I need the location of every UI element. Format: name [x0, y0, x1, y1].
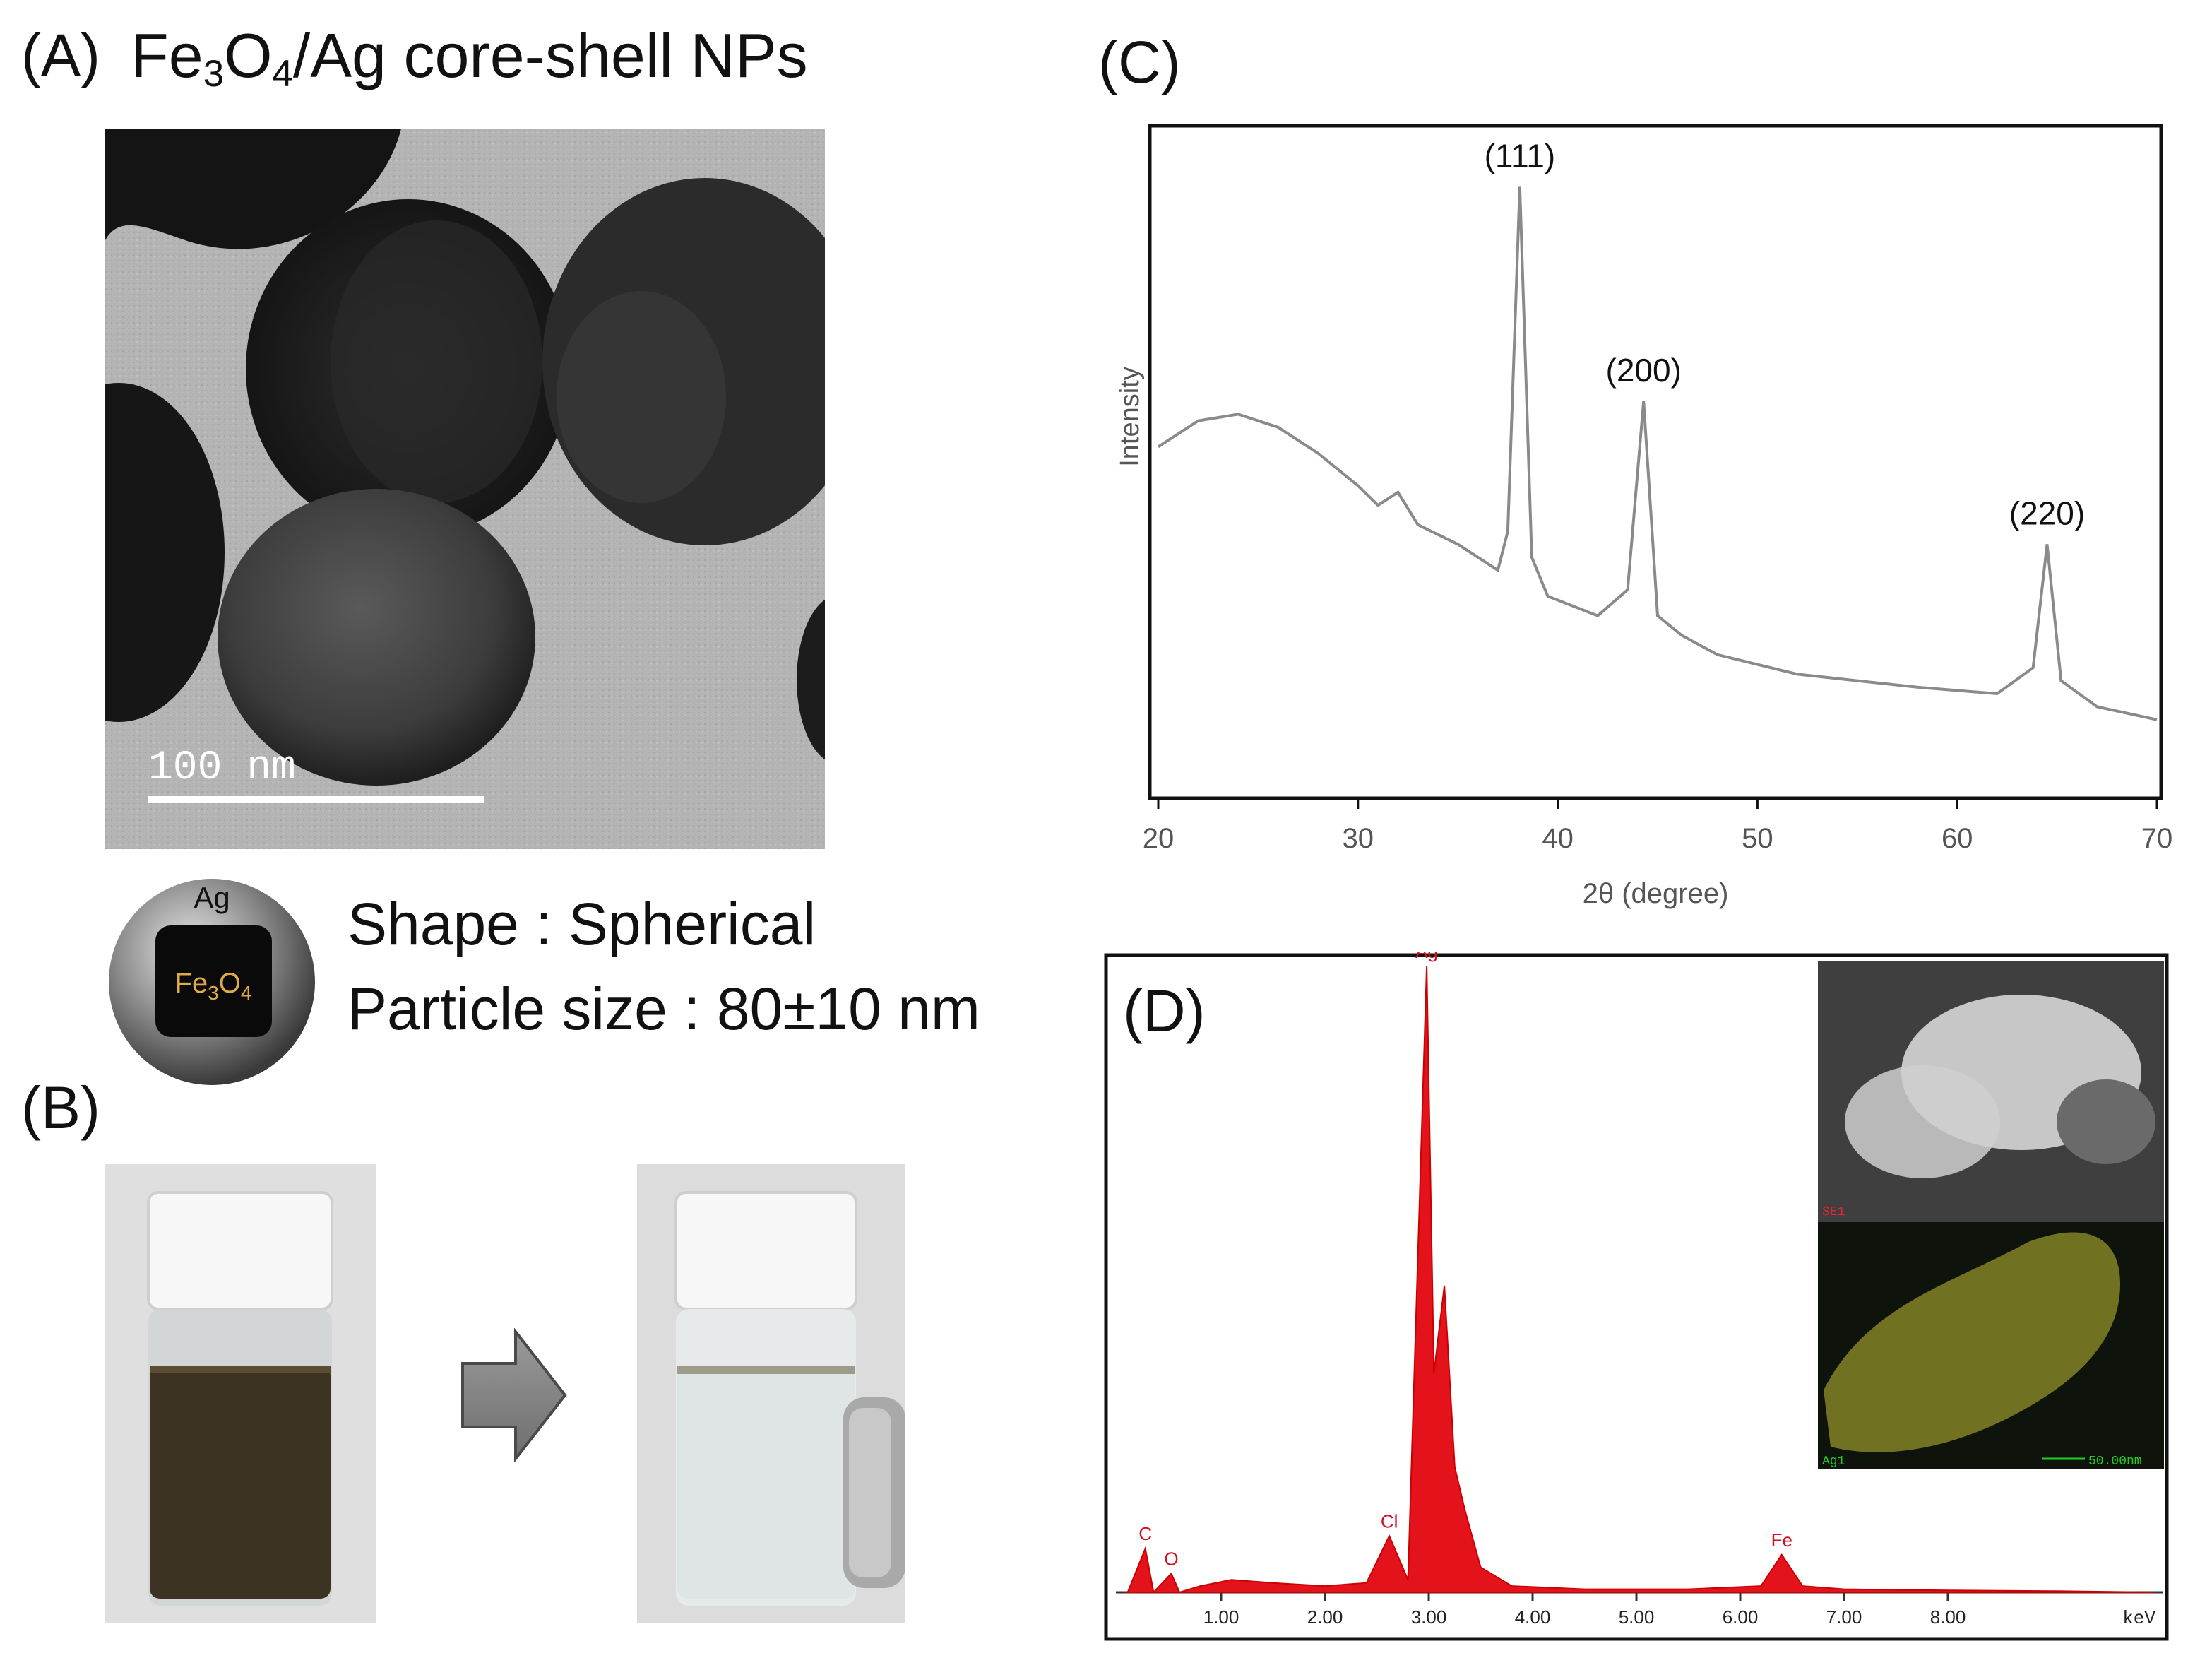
tem-image: 100 nm [105, 129, 825, 849]
size-text: Particle size : 80±10 nm [347, 976, 980, 1042]
panel-b-label: (B) [21, 1074, 100, 1141]
shape-text: Shape : Spherical [347, 891, 816, 957]
eds-x-tick-label: 6.00 [1723, 1606, 1759, 1628]
title-rest: /Ag core-shell NPs [292, 20, 808, 90]
title-sub-4: 4 [272, 53, 293, 95]
eds-spectrum [1126, 966, 2156, 1594]
map-label: Ag1 [1822, 1455, 1845, 1469]
map-scale-label: 50.00nm [2088, 1455, 2142, 1469]
xrd-x-tick-label: 40 [1542, 823, 1574, 854]
eds-peak-label: Cl [1381, 1510, 1398, 1532]
title-sub-3: 3 [203, 53, 225, 95]
tem-particle [797, 599, 825, 760]
core-shell-schematic: Ag Fe3O4 [109, 879, 315, 1085]
sem-label: SE1 [1822, 1205, 1845, 1219]
panel-a-title: Fe3O4/Ag core-shell NPs [131, 20, 808, 95]
tem-particle [105, 383, 225, 722]
xrd-chart: 20 30 40 50 60 70 (111) (200) (220) 2θ (degree)… [1115, 124, 2173, 909]
dark-suspension [150, 1366, 331, 1599]
vial-cap [147, 1191, 333, 1310]
eds-x-tick-label: 3.00 [1411, 1606, 1447, 1628]
eds-peak-label: Ag [1415, 952, 1438, 962]
eds-peak-label: Fe [1771, 1529, 1792, 1551]
title-fe: Fe [131, 20, 203, 90]
eds-x-tick-label: 4.00 [1515, 1606, 1551, 1628]
eds-x-tick-label: 7.00 [1826, 1606, 1862, 1628]
panel-a-label: (A) [21, 22, 100, 88]
core-label: Fe3O4 [175, 968, 252, 1004]
vial-photo-before [105, 1164, 376, 1623]
eds-x-tick-label: 1.00 [1203, 1606, 1239, 1628]
xrd-x-tick-label: 30 [1343, 823, 1374, 854]
xrd-peak-annotation: (220) [2009, 495, 2085, 531]
eds-chart: 1.00 2.00 3.00 4.00 5.00 6.00 7.00 8.00 CO Cl Ag F… [1104, 952, 2169, 1641]
eds-peak-label: C [1138, 1523, 1152, 1544]
panel-d-label: (D) [1123, 978, 1206, 1044]
xrd-plot-frame [1148, 124, 2163, 800]
xrd-x-tick-label: 70 [2141, 823, 2173, 854]
xrd-x-tick-label: 50 [1742, 823, 1773, 854]
scale-bar-label: 100 nm [148, 745, 296, 791]
arrow-icon [461, 1328, 567, 1462]
tem-dark-corner [105, 129, 401, 249]
eds-inset: SE1 Ag1 50.00nm [1818, 961, 2164, 1469]
xrd-x-tick-label: 60 [1942, 823, 1973, 854]
scale-bar [148, 796, 484, 803]
eds-x-tick-label: 8.00 [1930, 1606, 1966, 1628]
eds-peak-label: O [1164, 1548, 1178, 1569]
eds-kev-label: keV [2122, 1608, 2155, 1629]
title-o: O [224, 20, 273, 90]
vial-cap [674, 1191, 857, 1310]
panel-c-label: (C) [1098, 29, 1181, 95]
xrd-peak-annotation: (111) [1485, 137, 1556, 174]
vial-photo-after [637, 1164, 905, 1623]
xrd-y-axis-label: Intensity [1115, 367, 1145, 467]
tem-particle [218, 489, 535, 786]
eds-x-tick-label: 2.00 [1307, 1606, 1343, 1628]
xrd-pattern-line [1157, 186, 2158, 721]
shell-label: Ag [194, 881, 230, 914]
eds-x-tick-label: 5.00 [1619, 1606, 1655, 1628]
xrd-peak-annotation: (200) [1606, 352, 1682, 389]
xrd-x-tick-label: 20 [1143, 823, 1175, 854]
xrd-x-axis-label: 2θ (degree) [1583, 878, 1729, 909]
fe3o4-core [155, 925, 272, 1037]
clear-liquid [677, 1366, 855, 1599]
